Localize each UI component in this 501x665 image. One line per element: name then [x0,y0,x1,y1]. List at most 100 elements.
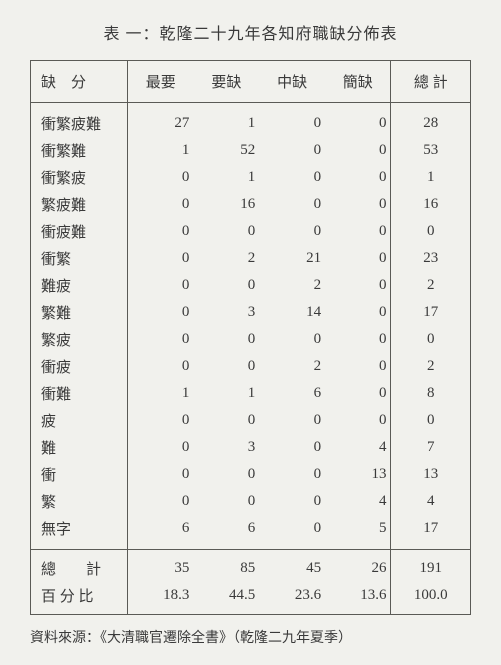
cell: 0 [259,326,325,353]
table-row: 繁00044 [31,488,470,515]
table-row: 難03047 [31,434,470,461]
table-row: 衝疲00202 [31,353,470,380]
row-total: 53 [391,137,470,164]
cell: 0 [259,515,325,550]
cell: 0 [325,103,391,138]
footer-label: 總 計 [31,550,128,583]
cell: 6 [128,515,194,550]
cell: 0 [325,137,391,164]
cell: 1 [128,137,194,164]
table-row: 繁難0314017 [31,299,470,326]
cell: 0 [325,245,391,272]
table-title: 表 一：乾隆二十九年各知府職缺分佈表 [30,20,471,44]
table-row: 衝繁0221023 [31,245,470,272]
cell: 0 [325,299,391,326]
cell: 23.6 [259,582,325,614]
cell: 0 [193,272,259,299]
cell: 0 [128,353,194,380]
cell: 0 [128,164,194,191]
table-frame: 缺 分 最要 要缺 中缺 簡缺 總 計 衝繁疲難2710028衝繁難152005… [30,60,471,615]
row-total: 8 [391,380,470,407]
cell: 0 [128,326,194,353]
footer-row: 總 計35854526191 [31,550,470,583]
header-cell-col2: 要缺 [193,61,259,103]
cell: 0 [193,461,259,488]
cell: 45 [259,550,325,583]
cell: 2 [259,353,325,380]
cell: 1 [193,380,259,407]
table-row: 衝繁疲01001 [31,164,470,191]
cell: 27 [128,103,194,138]
cell: 16 [193,191,259,218]
cell: 0 [259,164,325,191]
cell: 0 [128,245,194,272]
cell: 6 [259,380,325,407]
cell: 0 [128,299,194,326]
table-row: 無字660517 [31,515,470,550]
row-label: 無字 [31,515,128,550]
cell: 0 [193,326,259,353]
cell: 0 [193,488,259,515]
row-total: 0 [391,218,470,245]
cell: 1 [128,380,194,407]
cell: 0 [325,380,391,407]
cell: 0 [325,272,391,299]
row-label: 繁 [31,488,128,515]
footer-row: 百 分 比18.344.523.613.6100.0 [31,582,470,614]
cell: 0 [128,461,194,488]
table-row: 疲00000 [31,407,470,434]
row-total: 7 [391,434,470,461]
cell: 0 [259,407,325,434]
row-label: 繁難 [31,299,128,326]
row-total: 2 [391,353,470,380]
cell: 13.6 [325,582,391,614]
vacancy-table: 缺 分 最要 要缺 中缺 簡缺 總 計 衝繁疲難2710028衝繁難152005… [31,61,470,614]
table-row: 衝難11608 [31,380,470,407]
cell: 4 [325,434,391,461]
cell: 1 [193,164,259,191]
table-row: 繁疲00000 [31,326,470,353]
cell: 26 [325,550,391,583]
table-row: 衝疲難00000 [31,218,470,245]
row-label: 疲 [31,407,128,434]
cell: 3 [193,299,259,326]
cell: 0 [325,353,391,380]
cell: 21 [259,245,325,272]
cell: 14 [259,299,325,326]
header-cell-category: 缺 分 [31,61,128,103]
row-label: 衝疲 [31,353,128,380]
row-label: 衝 [31,461,128,488]
cell: 0 [259,461,325,488]
cell: 0 [128,191,194,218]
cell: 0 [193,407,259,434]
header-cell-col3: 中缺 [259,61,325,103]
cell: 5 [325,515,391,550]
row-total: 0 [391,326,470,353]
cell: 2 [193,245,259,272]
cell: 0 [259,137,325,164]
cell: 44.5 [193,582,259,614]
table-row: 繁疲難0160016 [31,191,470,218]
cell: 2 [259,272,325,299]
cell: 35 [128,550,194,583]
header-cell-total: 總 計 [391,61,470,103]
row-total: 1 [391,164,470,191]
row-total: 16 [391,191,470,218]
row-label: 衝繁疲難 [31,103,128,138]
row-total: 28 [391,103,470,138]
cell: 52 [193,137,259,164]
cell: 0 [325,218,391,245]
row-label: 繁疲 [31,326,128,353]
row-label: 難 [31,434,128,461]
cell: 0 [193,353,259,380]
row-total: 13 [391,461,470,488]
row-label: 衝繁疲 [31,164,128,191]
header-cell-col1: 最要 [128,61,194,103]
cell: 13 [325,461,391,488]
cell: 18.3 [128,582,194,614]
table-row: 衝繁疲難2710028 [31,103,470,138]
row-label: 衝繁難 [31,137,128,164]
cell: 1 [193,103,259,138]
row-label: 衝疲難 [31,218,128,245]
row-total: 4 [391,488,470,515]
